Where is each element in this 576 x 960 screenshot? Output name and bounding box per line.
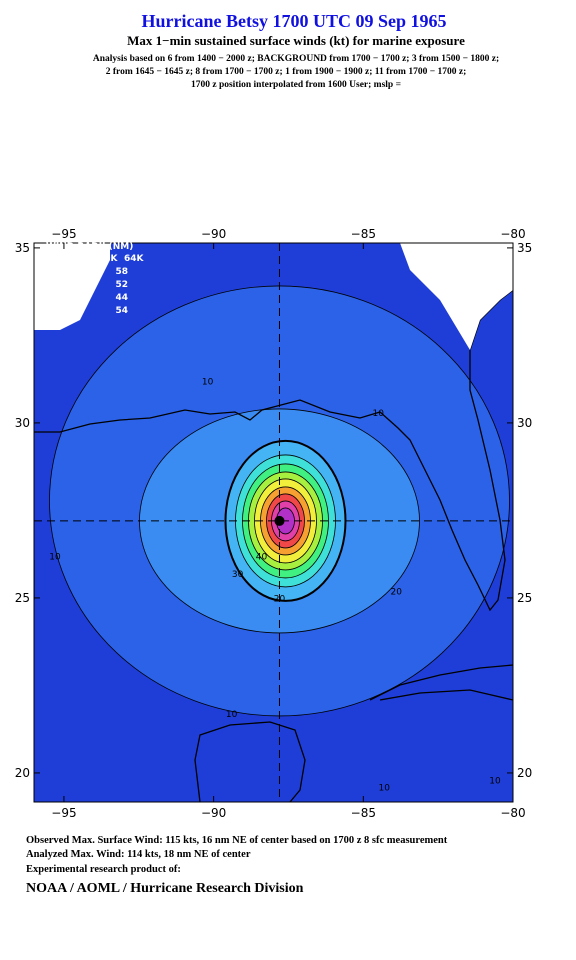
x-tick-label: −95 [51, 227, 76, 241]
footer-line: Analyzed Max. Wind: 114 kts, 18 nm NE of… [26, 849, 251, 860]
x-tick-label: −80 [500, 227, 525, 241]
credit: NOAA / AOML / Hurricane Research Divisio… [26, 881, 304, 896]
wind-radii-quadrant: SE [46, 280, 59, 290]
x-tick-label: −85 [351, 227, 376, 241]
wind-radii: WIND RADII (NM) QD 34K 50K 64K NE 58 SE 52 SW 44 N… [46, 242, 145, 316]
y-tick-label: 30 [517, 416, 532, 430]
x-tick-label: −80 [500, 806, 525, 820]
analysis-line: Analysis based on 6 from 1400 − 2000 z; … [93, 54, 499, 64]
subtitle: Max 1−min sustained surface winds (kt) f… [127, 33, 465, 48]
footer-line: Experimental research product of: [26, 864, 181, 875]
y-tick-label: 20 [15, 766, 30, 780]
x-tick-label: −90 [201, 227, 226, 241]
contour-label: 10 [202, 377, 214, 387]
wind-radii-value: 44 [115, 293, 128, 303]
analysis-line: 1700 z position interpolated from 1600 U… [191, 80, 401, 90]
map: 10 10 10 10 10 10 20 20 30 40 [34, 243, 513, 802]
footer-line: Observed Max. Surface Wind: 115 kts, 16 … [26, 835, 448, 846]
coastlines [34, 243, 513, 802]
x-tick-label: −85 [351, 806, 376, 820]
contour-label: 10 [489, 776, 501, 786]
wind-radii-column: 34K [72, 254, 93, 264]
contour-label: 10 [373, 409, 385, 419]
y-tick-label: 35 [15, 241, 30, 255]
wind-radii-column: 50K [98, 254, 119, 264]
wind-radii-value: 52 [115, 280, 128, 290]
y-tick-label: 30 [15, 416, 30, 430]
contour-label: 10 [379, 783, 391, 793]
wind-radii-header: WIND RADII (NM) [46, 242, 133, 252]
contour-label: 20 [391, 587, 403, 597]
contour-label: 10 [49, 552, 61, 562]
y-tick-label: 35 [517, 241, 532, 255]
y-tick-label: 20 [517, 766, 532, 780]
contour-label: 30 [232, 570, 244, 580]
wind-radii-value: 54 [115, 306, 128, 316]
storm-center [274, 515, 285, 526]
wind-radii-quadrant: NE [46, 267, 60, 277]
x-tick-label: −90 [201, 806, 226, 820]
wind-radii-column: 64K [124, 254, 145, 264]
title: Hurricane Betsy 1700 UTC 09 Sep 1965 [142, 11, 447, 31]
contour-label: 20 [274, 594, 286, 604]
map-frame [33, 242, 514, 803]
contour-label: 40 [256, 552, 268, 562]
wind-radii-value: 58 [115, 267, 128, 277]
analysis-line: 2 from 1645 − 1645 z; 8 from 1700 − 1700… [106, 67, 467, 77]
wind-radii-column: QD [46, 254, 61, 264]
x-tick-label: −95 [51, 806, 76, 820]
y-tick-label: 25 [517, 591, 532, 605]
wind-radii-quadrant: SW [46, 293, 62, 303]
y-tick-label: 25 [15, 591, 30, 605]
contour-label: 10 [226, 710, 238, 720]
wind-radii-quadrant: NW [46, 306, 64, 316]
